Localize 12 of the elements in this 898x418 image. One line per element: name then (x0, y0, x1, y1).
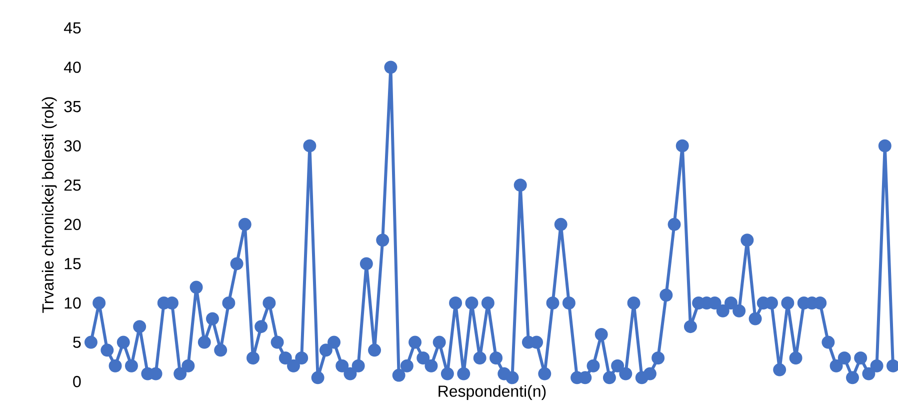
y-tick-label: 5 (73, 336, 81, 348)
y-tick-label: 20 (64, 218, 81, 230)
y-tick-label: 35 (64, 101, 81, 112)
y-tick-label: 30 (64, 140, 81, 152)
y-axis-title: Trvanie chronickej bolesti (rok) (42, 98, 57, 314)
y-tick-label: 25 (64, 180, 81, 192)
y-tick-label: 15 (64, 258, 81, 270)
y-tick-label: 10 (64, 298, 81, 309)
y-tick-label: 0 (73, 376, 81, 388)
y-tick-label: 45 (64, 22, 81, 34)
y-tick-label: 40 (64, 62, 81, 74)
x-axis-title: Respondenti(n) (438, 385, 546, 400)
